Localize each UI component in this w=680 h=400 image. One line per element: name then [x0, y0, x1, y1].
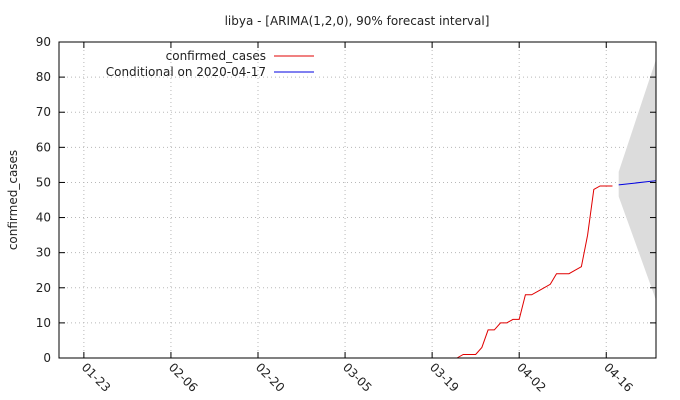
y-tick-label: 90	[36, 35, 51, 49]
legend-label: Conditional on 2020-04-17	[106, 65, 266, 79]
series-line	[618, 180, 657, 186]
forecast-interval-band	[618, 59, 656, 301]
x-tick-label: 04-16	[601, 360, 636, 395]
y-tick-label: 10	[36, 316, 51, 330]
y-tick-label: 30	[36, 246, 51, 260]
y-tick-label: 80	[36, 70, 51, 84]
x-tick-label: 01-23	[79, 360, 114, 395]
y-ticks: 0 10 20 30 40 50 60 70 80 90	[36, 35, 656, 365]
forecast-interval	[618, 59, 656, 301]
legend: confirmed_cases Conditional on 2020-04-17	[106, 49, 314, 79]
chart-title: libya - [ARIMA(1,2,0), 90% forecast inte…	[225, 14, 490, 28]
x-tick-label: 03-19	[427, 360, 462, 395]
y-tick-label: 60	[36, 140, 51, 154]
x-tick-label: 02-06	[166, 360, 201, 395]
series-line	[456, 185, 613, 359]
y-axis-label: confirmed_cases	[6, 150, 20, 250]
x-tick-label: 03-05	[340, 360, 375, 395]
x-tick-label: 02-20	[253, 360, 288, 395]
y-tick-label: 0	[43, 351, 51, 365]
y-tick-label: 40	[36, 211, 51, 225]
series-group	[456, 180, 657, 359]
x-ticks: 01-23 02-06 02-20 03-05 03-19 04-02 04-16	[79, 42, 636, 395]
y-tick-label: 20	[36, 281, 51, 295]
x-tick-label: 04-02	[514, 360, 549, 395]
y-tick-label: 70	[36, 105, 51, 119]
y-tick-label: 50	[36, 175, 51, 189]
grid	[59, 42, 656, 358]
legend-label: confirmed_cases	[166, 49, 266, 63]
plot-border	[58, 41, 657, 359]
